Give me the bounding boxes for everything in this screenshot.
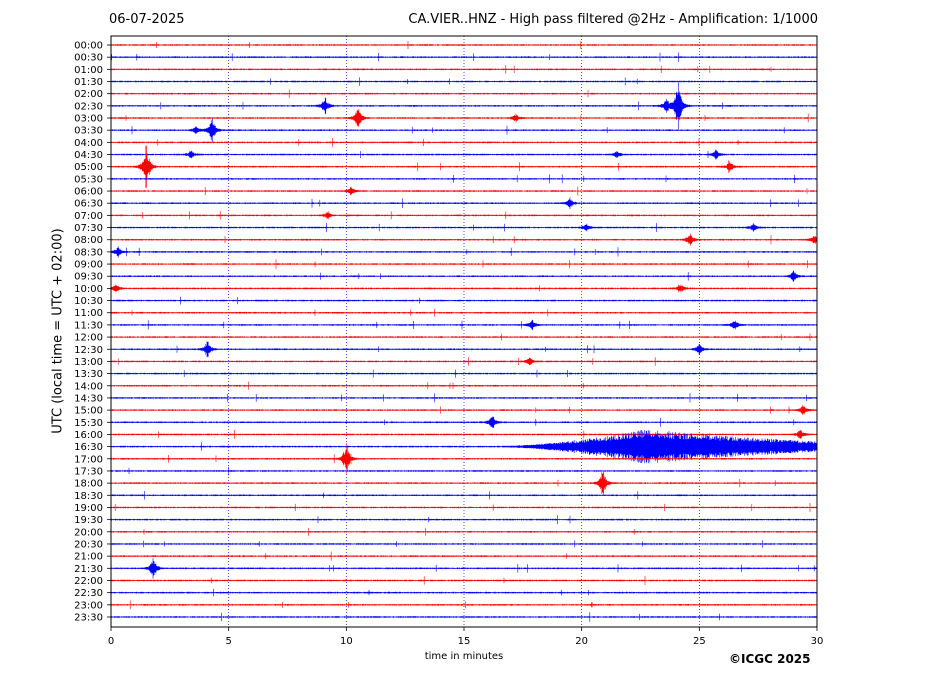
trace-1500 bbox=[110, 405, 817, 416]
trace-1330 bbox=[110, 369, 817, 378]
y-tick-label: 20:30 bbox=[74, 539, 103, 550]
y-tick-label: 03:30 bbox=[74, 126, 103, 137]
y-tick-label: 12:30 bbox=[74, 345, 103, 356]
trace-2230 bbox=[110, 588, 817, 597]
y-tick-label: 08:00 bbox=[74, 235, 103, 246]
y-tick-label: 22:30 bbox=[74, 588, 103, 599]
trace-0400 bbox=[110, 138, 817, 147]
y-tick-label: 04:00 bbox=[74, 138, 103, 149]
trace-1600 bbox=[110, 430, 817, 439]
trace-1400 bbox=[110, 381, 817, 390]
trace-0500 bbox=[110, 145, 817, 188]
y-tick-label: 18:30 bbox=[74, 491, 103, 502]
y-tick-label: 08:30 bbox=[74, 247, 103, 258]
y-tick-label: 19:00 bbox=[74, 503, 103, 514]
y-tick-label: 07:30 bbox=[74, 223, 103, 234]
y-tick-label: 21:00 bbox=[74, 552, 103, 563]
y-tick-label: 11:30 bbox=[74, 320, 103, 331]
trace-0930 bbox=[110, 270, 817, 282]
y-tick-label: 12:00 bbox=[74, 333, 103, 344]
trace-0430 bbox=[110, 149, 817, 160]
trace-0600 bbox=[110, 186, 817, 196]
y-tick-label: 03:00 bbox=[74, 114, 103, 125]
y-tick-label: 00:30 bbox=[74, 53, 103, 64]
y-tick-label: 15:00 bbox=[74, 406, 103, 417]
x-tick-label: 20 bbox=[575, 636, 588, 647]
y-tick-label: 20:00 bbox=[74, 527, 103, 538]
trace-0730 bbox=[110, 223, 817, 233]
trace-2200 bbox=[110, 576, 817, 585]
x-axis-label: time in minutes bbox=[424, 651, 504, 662]
y-tick-label: 23:00 bbox=[74, 600, 103, 611]
trace-0700 bbox=[110, 211, 817, 220]
y-tick-label: 22:00 bbox=[74, 576, 103, 587]
y-tick-label: 06:00 bbox=[74, 187, 103, 198]
y-tick-label: 16:30 bbox=[74, 442, 103, 453]
x-tick-label: 15 bbox=[458, 636, 471, 647]
y-tick-label: 09:30 bbox=[74, 272, 103, 283]
y-tick-label: 15:30 bbox=[74, 418, 103, 429]
x-tick-label: 0 bbox=[108, 636, 114, 647]
y-tick-label: 10:00 bbox=[74, 284, 103, 295]
trace-1430 bbox=[110, 393, 817, 403]
y-tick-label: 02:30 bbox=[74, 101, 103, 112]
y-tick-label: 02:00 bbox=[74, 89, 103, 100]
y-tick-label: 06:30 bbox=[74, 199, 103, 210]
y-tick-label: 14:00 bbox=[74, 381, 103, 392]
y-tick-label: 14:30 bbox=[74, 393, 103, 404]
y-tick-label: 05:00 bbox=[74, 162, 103, 173]
y-tick-label: 16:00 bbox=[74, 430, 103, 441]
x-tick-label: 10 bbox=[340, 636, 353, 647]
y-tick-label: 11:00 bbox=[74, 308, 103, 319]
y-tick-label: 21:30 bbox=[74, 564, 103, 575]
copyright-label: ©ICGC 2025 bbox=[729, 652, 811, 666]
y-tick-label: 09:00 bbox=[74, 260, 103, 271]
y-tick-label: 18:00 bbox=[74, 479, 103, 490]
date-label: 06-07-2025 bbox=[109, 12, 185, 27]
plot-frame bbox=[110, 35, 818, 628]
chart-title: CA.VIER..HNZ - High pass filtered @2Hz -… bbox=[408, 12, 818, 27]
trace-1300 bbox=[110, 357, 817, 366]
y-tick-label: 17:30 bbox=[74, 466, 103, 477]
x-tick-label: 25 bbox=[693, 636, 706, 647]
y-tick-label: 00:00 bbox=[74, 41, 103, 52]
y-tick-label: 13:00 bbox=[74, 357, 103, 368]
trace-2300 bbox=[110, 600, 817, 610]
y-tick-label: 01:30 bbox=[74, 77, 103, 88]
x-tick-label: 5 bbox=[225, 636, 231, 647]
y-tick-label: 01:00 bbox=[74, 65, 103, 76]
trace-0230 bbox=[110, 82, 817, 130]
y-tick-label: 04:30 bbox=[74, 150, 103, 161]
y-tick-label: 19:30 bbox=[74, 515, 103, 526]
trace-0530 bbox=[110, 174, 817, 184]
y-tick-label: 23:30 bbox=[74, 612, 103, 623]
y-tick-label: 07:00 bbox=[74, 211, 103, 222]
trace-2330 bbox=[110, 612, 817, 622]
y-tick-label: 13:30 bbox=[74, 369, 103, 380]
y-tick-label: 17:00 bbox=[74, 454, 103, 465]
y-tick-label: 05:30 bbox=[74, 174, 103, 185]
y-tick-label: 10:30 bbox=[74, 296, 103, 307]
x-tick-label: 30 bbox=[811, 636, 824, 647]
